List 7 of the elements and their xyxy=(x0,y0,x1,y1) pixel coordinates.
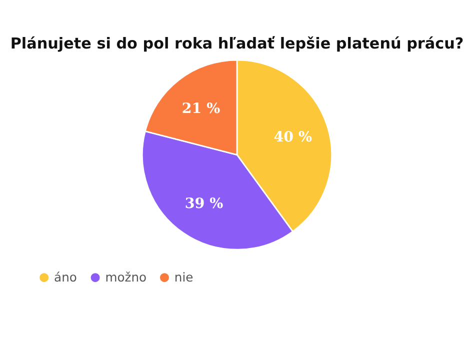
chart-title: Plánujete si do pol roka hľadať lepšie platenú prácu? xyxy=(10,34,464,53)
legend-label: áno xyxy=(54,270,77,284)
data-label: 21 % xyxy=(182,101,221,118)
data-label: 39 % xyxy=(184,196,224,212)
legend-label: nie xyxy=(174,270,194,284)
legend-label: možno xyxy=(105,270,147,284)
data-label: 40 % xyxy=(274,129,313,146)
